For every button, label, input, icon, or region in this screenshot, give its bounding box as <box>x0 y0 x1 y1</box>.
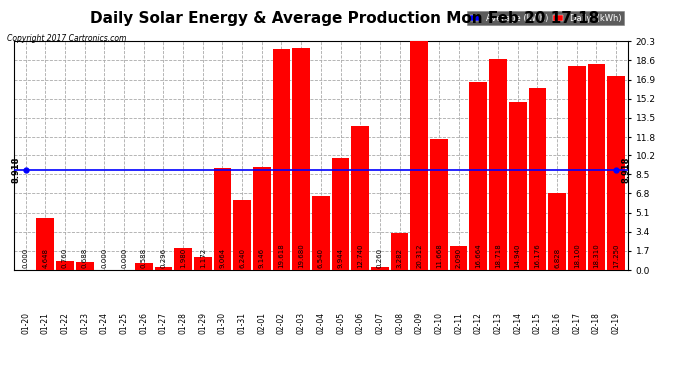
Legend: Average (kWh), Daily  (kWh): Average (kWh), Daily (kWh) <box>467 11 624 25</box>
Text: 8.918: 8.918 <box>11 156 20 183</box>
Bar <box>174 248 192 270</box>
Text: 18.100: 18.100 <box>573 243 580 268</box>
Text: 9.944: 9.944 <box>337 248 344 268</box>
Bar <box>56 261 74 270</box>
Bar <box>411 41 428 270</box>
Bar <box>135 263 152 270</box>
Bar <box>253 167 270 270</box>
Text: 6.828: 6.828 <box>554 248 560 268</box>
Bar <box>37 217 54 270</box>
Bar <box>76 262 94 270</box>
Text: 19.618: 19.618 <box>279 243 284 268</box>
Text: Daily Solar Energy & Average Production Mon Feb 20 17:18: Daily Solar Energy & Average Production … <box>90 11 600 26</box>
Text: 0.760: 0.760 <box>62 248 68 268</box>
Bar <box>233 200 251 270</box>
Text: 2.090: 2.090 <box>455 248 462 268</box>
Text: Copyright 2017 Cartronics.com: Copyright 2017 Cartronics.com <box>7 34 126 43</box>
Text: 0.000: 0.000 <box>101 248 108 268</box>
Text: 9.064: 9.064 <box>219 248 226 268</box>
Text: 20.312: 20.312 <box>416 243 422 268</box>
Bar <box>529 88 546 270</box>
Text: 0.296: 0.296 <box>160 248 166 268</box>
Text: 11.668: 11.668 <box>436 243 442 268</box>
Text: 18.718: 18.718 <box>495 243 501 268</box>
Bar <box>351 126 369 270</box>
Text: 4.648: 4.648 <box>42 248 48 268</box>
Bar <box>489 59 507 270</box>
Bar <box>430 138 448 270</box>
Bar <box>450 246 468 270</box>
Bar <box>273 49 290 270</box>
Text: 6.540: 6.540 <box>318 248 324 268</box>
Text: 0.588: 0.588 <box>141 248 147 268</box>
Text: 0.000: 0.000 <box>23 248 28 268</box>
Bar <box>312 196 330 270</box>
Text: 12.740: 12.740 <box>357 243 363 268</box>
Text: 0.260: 0.260 <box>377 248 383 268</box>
Text: 9.146: 9.146 <box>259 248 265 268</box>
Bar <box>391 233 408 270</box>
Bar <box>194 257 212 270</box>
Text: 19.680: 19.680 <box>298 243 304 268</box>
Text: 17.250: 17.250 <box>613 243 619 268</box>
Text: 16.664: 16.664 <box>475 243 482 268</box>
Text: 1.980: 1.980 <box>180 248 186 268</box>
Bar <box>332 158 349 270</box>
Bar <box>293 48 310 270</box>
Text: 6.240: 6.240 <box>239 248 245 268</box>
Text: 3.282: 3.282 <box>397 248 402 268</box>
Bar <box>548 193 566 270</box>
Bar <box>607 76 625 270</box>
Bar <box>155 267 172 270</box>
Bar <box>371 267 388 270</box>
Text: 0.000: 0.000 <box>121 248 127 268</box>
Bar <box>588 64 605 270</box>
Bar <box>214 168 231 270</box>
Text: 18.310: 18.310 <box>593 243 600 268</box>
Text: 8.918: 8.918 <box>622 156 631 183</box>
Bar <box>509 102 526 270</box>
Text: 16.176: 16.176 <box>534 243 540 268</box>
Bar <box>469 82 487 270</box>
Bar <box>568 66 586 270</box>
Text: 0.688: 0.688 <box>81 248 88 268</box>
Text: 14.940: 14.940 <box>515 243 521 268</box>
Text: 1.172: 1.172 <box>199 248 206 268</box>
